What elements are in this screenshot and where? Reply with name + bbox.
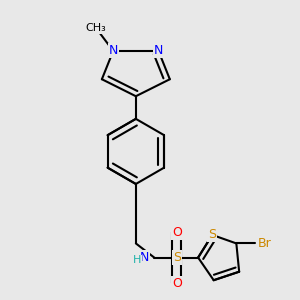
Text: S: S xyxy=(208,228,216,242)
Text: O: O xyxy=(172,226,182,238)
Text: CH₃: CH₃ xyxy=(86,23,106,33)
Text: O: O xyxy=(172,277,182,290)
Text: N: N xyxy=(140,251,149,264)
Text: H: H xyxy=(133,255,142,266)
Text: S: S xyxy=(173,251,181,264)
Text: Br: Br xyxy=(258,237,271,250)
Text: N: N xyxy=(109,44,118,57)
Text: N: N xyxy=(154,44,163,57)
